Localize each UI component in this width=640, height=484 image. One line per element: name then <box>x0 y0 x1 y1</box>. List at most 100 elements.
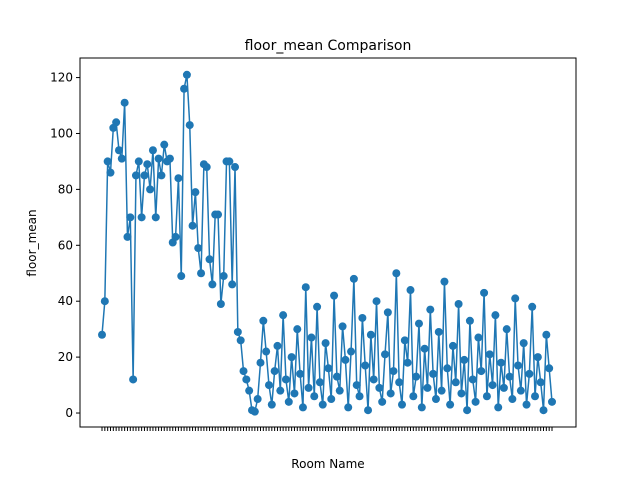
data-point <box>369 375 378 384</box>
data-point <box>372 297 381 306</box>
y-axis-label: floor_mean <box>25 209 39 276</box>
data-point <box>287 353 296 362</box>
data-point <box>364 406 373 415</box>
data-point <box>318 400 327 409</box>
data-point <box>191 188 200 197</box>
data-point <box>454 300 463 308</box>
data-point <box>160 140 169 149</box>
data-point <box>321 339 330 348</box>
data-point <box>296 369 305 378</box>
data-point <box>231 163 240 172</box>
data-point <box>216 300 225 308</box>
data-point <box>313 302 322 311</box>
series-line <box>101 74 553 413</box>
data-point <box>463 406 472 415</box>
data-point <box>395 378 404 387</box>
y-tick-label: 0 <box>65 406 73 420</box>
data-point <box>262 347 271 356</box>
data-point <box>366 330 375 339</box>
data-point <box>437 386 446 395</box>
data-point <box>386 389 395 398</box>
data-point <box>533 353 542 362</box>
data-point <box>548 397 556 406</box>
data-point <box>355 392 364 401</box>
data-point <box>516 386 525 395</box>
data-point <box>188 221 197 230</box>
data-point <box>514 361 523 370</box>
data-point <box>151 213 160 222</box>
data-point <box>522 400 531 409</box>
data-point <box>434 327 443 336</box>
data-point <box>202 163 211 172</box>
data-point <box>281 375 290 384</box>
data-point <box>349 274 358 283</box>
data-point <box>225 157 234 166</box>
data-point <box>477 367 486 376</box>
data-point <box>482 392 491 401</box>
data-point <box>545 364 554 373</box>
data-point <box>194 244 203 253</box>
data-point <box>440 277 449 286</box>
data-point <box>426 305 435 314</box>
data-point <box>239 367 248 376</box>
data-point <box>143 160 152 169</box>
data-point <box>233 327 242 336</box>
data-point <box>429 369 438 378</box>
data-point <box>457 389 466 398</box>
data-point <box>519 339 528 348</box>
data-point <box>267 400 276 409</box>
data-point <box>511 294 520 303</box>
data-point <box>335 386 344 395</box>
data-point <box>250 407 259 416</box>
data-point <box>197 269 206 278</box>
data-point <box>381 350 390 359</box>
y-tick-label: 20 <box>58 350 73 364</box>
data-point <box>137 213 146 222</box>
data-point <box>508 395 517 404</box>
data-point <box>431 395 440 404</box>
data-point <box>228 280 237 289</box>
data-point <box>219 272 228 281</box>
data-point <box>120 98 129 107</box>
data-point <box>494 403 503 412</box>
data-point <box>465 316 474 325</box>
data-point <box>398 400 406 409</box>
data-point <box>114 146 123 155</box>
y-tick-label: 60 <box>58 238 73 252</box>
data-point <box>134 157 143 166</box>
data-point <box>298 403 307 412</box>
data-point <box>536 378 545 387</box>
data-point <box>499 383 508 392</box>
plot-frame <box>79 57 577 428</box>
data-point <box>383 308 392 317</box>
data-point <box>491 311 500 320</box>
data-point <box>341 355 350 364</box>
data-point <box>236 336 245 345</box>
data-point <box>324 364 333 373</box>
data-point <box>525 369 534 378</box>
data-point <box>182 70 191 79</box>
data-point <box>259 316 268 325</box>
data-point <box>378 397 387 406</box>
data-point <box>293 325 302 334</box>
data-point <box>460 355 469 364</box>
data-point <box>403 358 412 367</box>
data-point <box>423 383 432 392</box>
data-point <box>106 168 115 177</box>
x-axis <box>101 427 553 431</box>
data-point <box>412 372 421 381</box>
data-point <box>279 311 288 320</box>
data-point <box>361 361 370 370</box>
data-point <box>417 403 426 412</box>
data-point <box>505 372 514 381</box>
data-point <box>290 389 299 398</box>
chart-title: floor_mean Comparison <box>245 38 412 54</box>
data-point <box>126 213 135 222</box>
data-point <box>154 154 163 163</box>
data-point <box>497 358 506 367</box>
data-point <box>307 333 316 342</box>
data-point <box>474 333 483 342</box>
data-point <box>389 367 398 376</box>
data-point <box>264 381 273 390</box>
